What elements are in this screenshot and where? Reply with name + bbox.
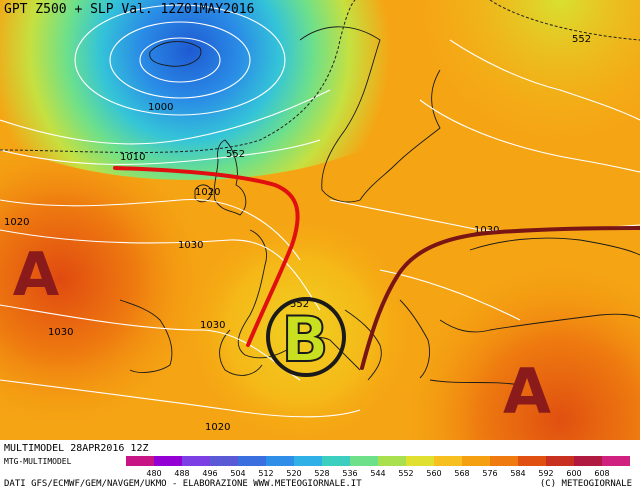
legend-swatch [322,456,350,466]
legend-tick-label: 504 [230,469,245,478]
legend-tick-label: 608 [594,469,609,478]
isobar-label: 1000 [148,102,173,113]
isobar-label: 1030 [474,225,499,236]
ridge-axis-red [113,166,300,347]
legend-tick-label: 592 [538,469,553,478]
legend-swatch [350,456,378,466]
coastlines [119,26,640,386]
legend-swatch [238,456,266,466]
legend-tick-label: 576 [482,469,497,478]
legend-tick-label: 600 [566,469,581,478]
isobar-label: 1010 [120,152,145,163]
isobars [0,4,640,418]
copyright: (C) METEOGIORNALE [539,479,632,489]
legend-swatch [462,456,490,466]
high-pressure-center-east: A [503,355,551,428]
legend-tick-label: 568 [454,469,469,478]
isobar-label: 1030 [178,240,203,251]
legend-tick-label: 528 [314,469,329,478]
model-name: MTG-MULTIMODEL [4,457,72,466]
legend-tick-label: 560 [426,469,441,478]
legend-swatch [266,456,294,466]
legend-swatch [546,456,574,466]
z500-label: 552 [290,299,309,310]
legend-swatch [518,456,546,466]
legend-swatch [294,456,322,466]
low-pressure-ring [266,297,346,377]
legend-tick-label: 488 [174,469,189,478]
legend-tick-label: 480 [146,469,161,478]
ridge-axis-dark [360,226,640,370]
legend-tick-label: 512 [258,469,273,478]
legend-swatch [602,456,630,466]
color-scale-legend: 480 488 496 504 512 520 528 536 544 552 560 568 576 5… [126,456,630,478]
weather-map: 1000 1010 1020 1020 1030 1030 1030 1030 … [0,0,640,440]
high-pressure-center: A [13,240,60,310]
footer [0,440,640,493]
isobar-label: 1020 [205,422,230,433]
legend-swatch [182,456,210,466]
map-title: GPT Z500 + SLP Val. 12Z01MAY2016 [4,2,255,17]
legend-swatch [126,456,154,466]
legend-swatch [406,456,434,466]
legend-swatch [490,456,518,466]
z500-label: 552 [572,34,591,45]
legend-swatch [434,456,462,466]
legend-tick-label: 584 [510,469,525,478]
model-run: MULTIMODEL 28APR2016 12Z [4,443,149,454]
isobar-label: 1020 [195,187,220,198]
legend-swatch [154,456,182,466]
legend-tick-label: 520 [286,469,301,478]
z500-label: 552 [226,149,245,160]
data-sources: DATI GFS/ECMWF/GEM/NAVGEM/UKMO - ELABORA… [4,479,362,489]
legend-tick-label: 544 [370,469,385,478]
isobar-label: 1030 [200,320,225,331]
legend-swatch [378,456,406,466]
low-pressure-center: B [281,303,328,376]
legend-swatch [210,456,238,466]
legend-tick-label: 536 [342,469,357,478]
legend-tick-label: 496 [202,469,217,478]
isobar-label: 1020 [4,217,29,228]
isobar-label: 1030 [48,327,73,338]
legend-tick-label: 552 [398,469,413,478]
legend-swatch [574,456,602,466]
